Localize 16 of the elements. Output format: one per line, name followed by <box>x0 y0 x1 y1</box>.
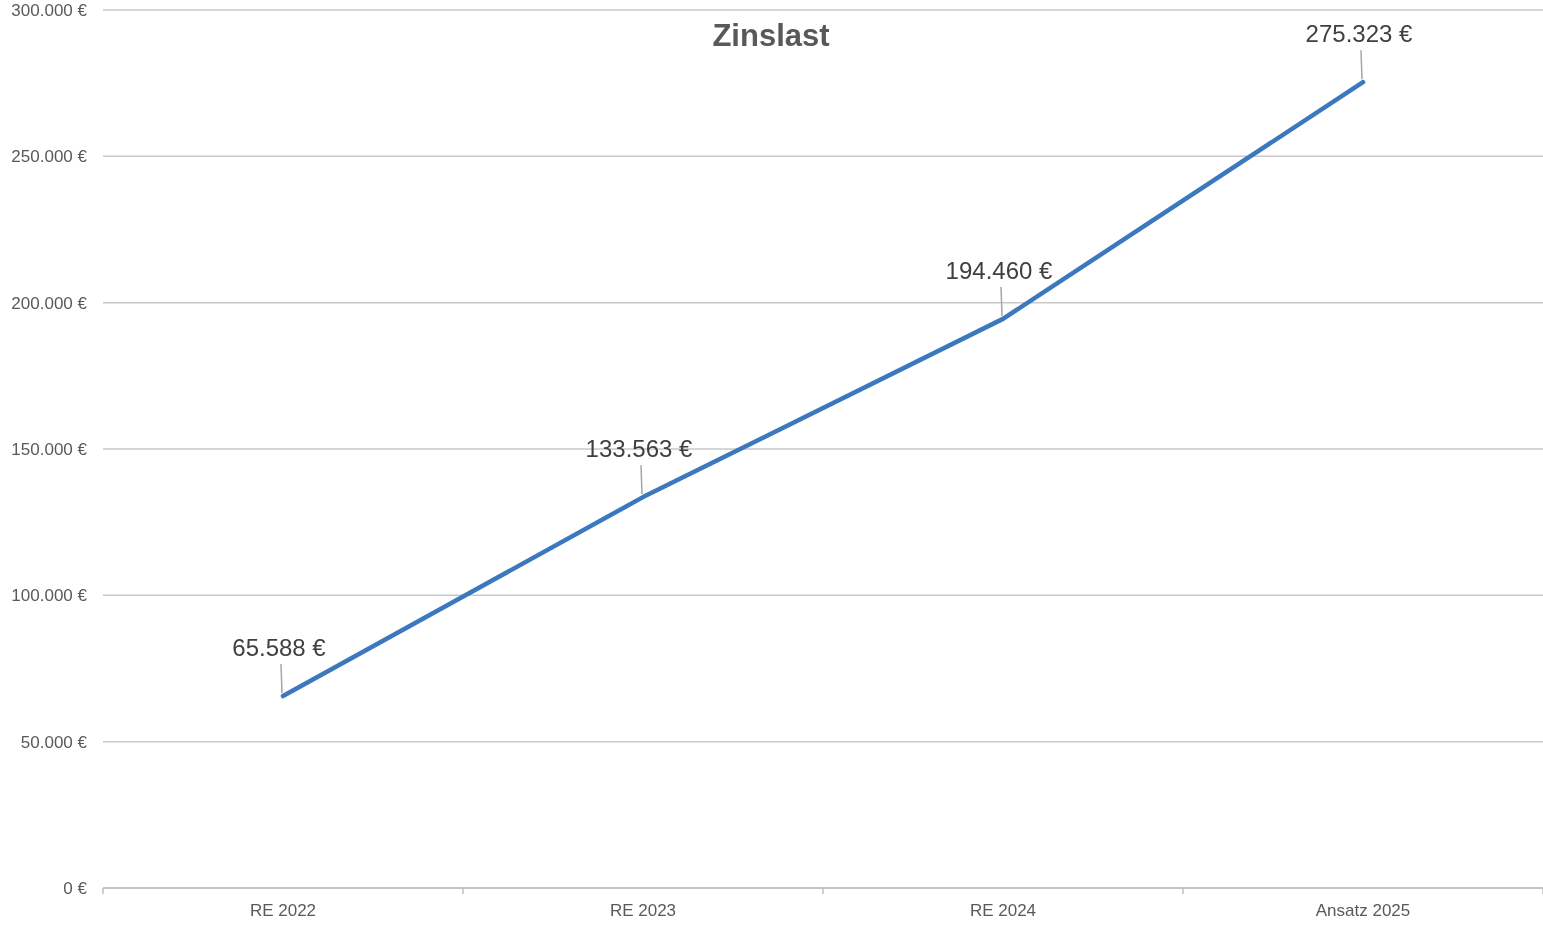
x-tick-label: Ansatz 2025 <box>1315 901 1411 920</box>
y-tick-label: 150.000 € <box>11 439 88 459</box>
data-label: 65.588 € <box>232 634 327 662</box>
y-tick-label: 200.000 € <box>11 293 88 313</box>
data-label: 133.563 € <box>585 435 694 463</box>
y-tick-label: 0 € <box>63 878 88 898</box>
y-tick-label: 50.000 € <box>20 732 88 752</box>
x-tick-label: RE 2023 <box>609 901 677 920</box>
y-tick-label: 100.000 € <box>11 586 88 606</box>
y-tick-label: 250.000 € <box>11 147 88 167</box>
y-tick-label: 300.000 € <box>11 0 88 20</box>
x-tick-label: RE 2024 <box>969 901 1037 920</box>
data-label: 275.323 € <box>1305 20 1414 48</box>
x-tick-label: RE 2022 <box>249 901 317 920</box>
data-label: 194.460 € <box>945 256 1054 284</box>
chart-title: Zinslast <box>712 18 830 53</box>
